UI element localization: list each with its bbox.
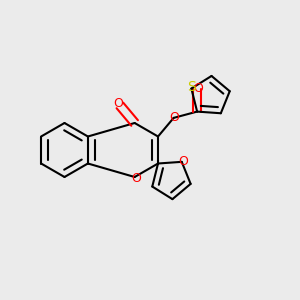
Text: O: O	[169, 111, 179, 124]
Text: O: O	[113, 98, 123, 110]
Text: O: O	[193, 82, 203, 95]
Text: S: S	[187, 80, 196, 94]
Text: O: O	[178, 155, 188, 168]
Text: O: O	[131, 172, 141, 185]
